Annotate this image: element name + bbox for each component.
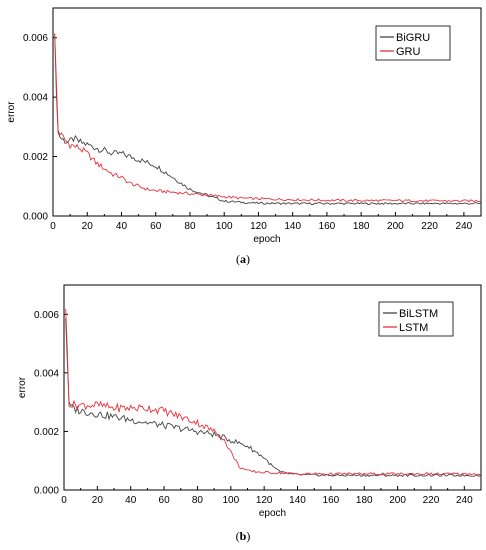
x-tick-label: 60	[159, 495, 171, 506]
x-tick-label: 80	[192, 495, 204, 506]
x-tick-label: 180	[353, 221, 370, 232]
y-tick-label: 0.000	[23, 212, 48, 223]
x-axis-label: epoch	[253, 234, 280, 245]
legend-label: BiLSTM	[399, 308, 438, 320]
series-line-bilstm	[65, 318, 482, 478]
legend-box	[375, 25, 451, 61]
x-tick-label: 20	[92, 495, 104, 506]
x-tick-label: 180	[356, 495, 373, 506]
x-tick-label: 240	[456, 495, 473, 506]
y-axis-label: error	[17, 376, 28, 398]
x-tick-label: 0	[61, 495, 67, 506]
x-tick-label: 140	[289, 495, 306, 506]
x-tick-label: 160	[323, 495, 340, 506]
legend-label: LSTM	[399, 322, 428, 334]
x-tick-label: 220	[421, 221, 438, 232]
y-tick-label: 0.002	[23, 152, 48, 163]
y-tick-label: 0.000	[34, 486, 59, 497]
x-tick-label: 220	[423, 495, 440, 506]
legend-label: GRU	[396, 46, 421, 58]
legend-label: BiGRU	[396, 32, 430, 44]
y-axis-label: error	[6, 101, 17, 123]
x-tick-label: 40	[116, 221, 128, 232]
y-tick-label: 0.004	[34, 368, 59, 379]
x-tick-label: 140	[284, 221, 301, 232]
x-tick-label: 160	[319, 221, 336, 232]
chart-panel-a: 0 20 40 60 80 100 120 140 160 180 200 220 240 0.000 0.…	[6, 7, 482, 266]
panel-caption: (a)	[236, 252, 250, 266]
x-tick-label: 120	[256, 495, 273, 506]
x-tick-label: 80	[184, 221, 196, 232]
x-tick-label: 60	[150, 221, 162, 232]
x-tick-label: 200	[389, 495, 406, 506]
legend: BiLSTM LSTM	[378, 301, 454, 337]
legend-box	[378, 301, 454, 337]
series-line-gru	[54, 33, 482, 203]
series-line-bigru	[54, 33, 482, 206]
x-tick-label: 100	[222, 495, 239, 506]
x-tick-label: 240	[456, 221, 473, 232]
x-tick-label: 100	[216, 221, 233, 232]
y-tick-label: 0.006	[23, 33, 48, 44]
panel-caption: (b)	[236, 529, 251, 543]
chart-panel-b: 0 20 40 60 80 100 120 140 160 180 200 220 240 0.000 0.…	[17, 284, 482, 543]
x-tick-label: 20	[82, 221, 94, 232]
y-tick-label: 0.004	[23, 93, 48, 104]
legend: BiGRU GRU	[375, 25, 451, 61]
x-tick-label: 40	[125, 495, 137, 506]
x-axis-label: epoch	[259, 508, 286, 519]
y-tick-label: 0.006	[34, 310, 59, 321]
x-tick-label: 200	[387, 221, 404, 232]
x-tick-label: 0	[50, 221, 56, 232]
plot-frame	[52, 7, 482, 217]
series-line-lstm	[65, 308, 482, 476]
plot-frame	[63, 284, 482, 491]
y-tick-label: 0.002	[34, 427, 59, 438]
x-tick-label: 120	[250, 221, 267, 232]
